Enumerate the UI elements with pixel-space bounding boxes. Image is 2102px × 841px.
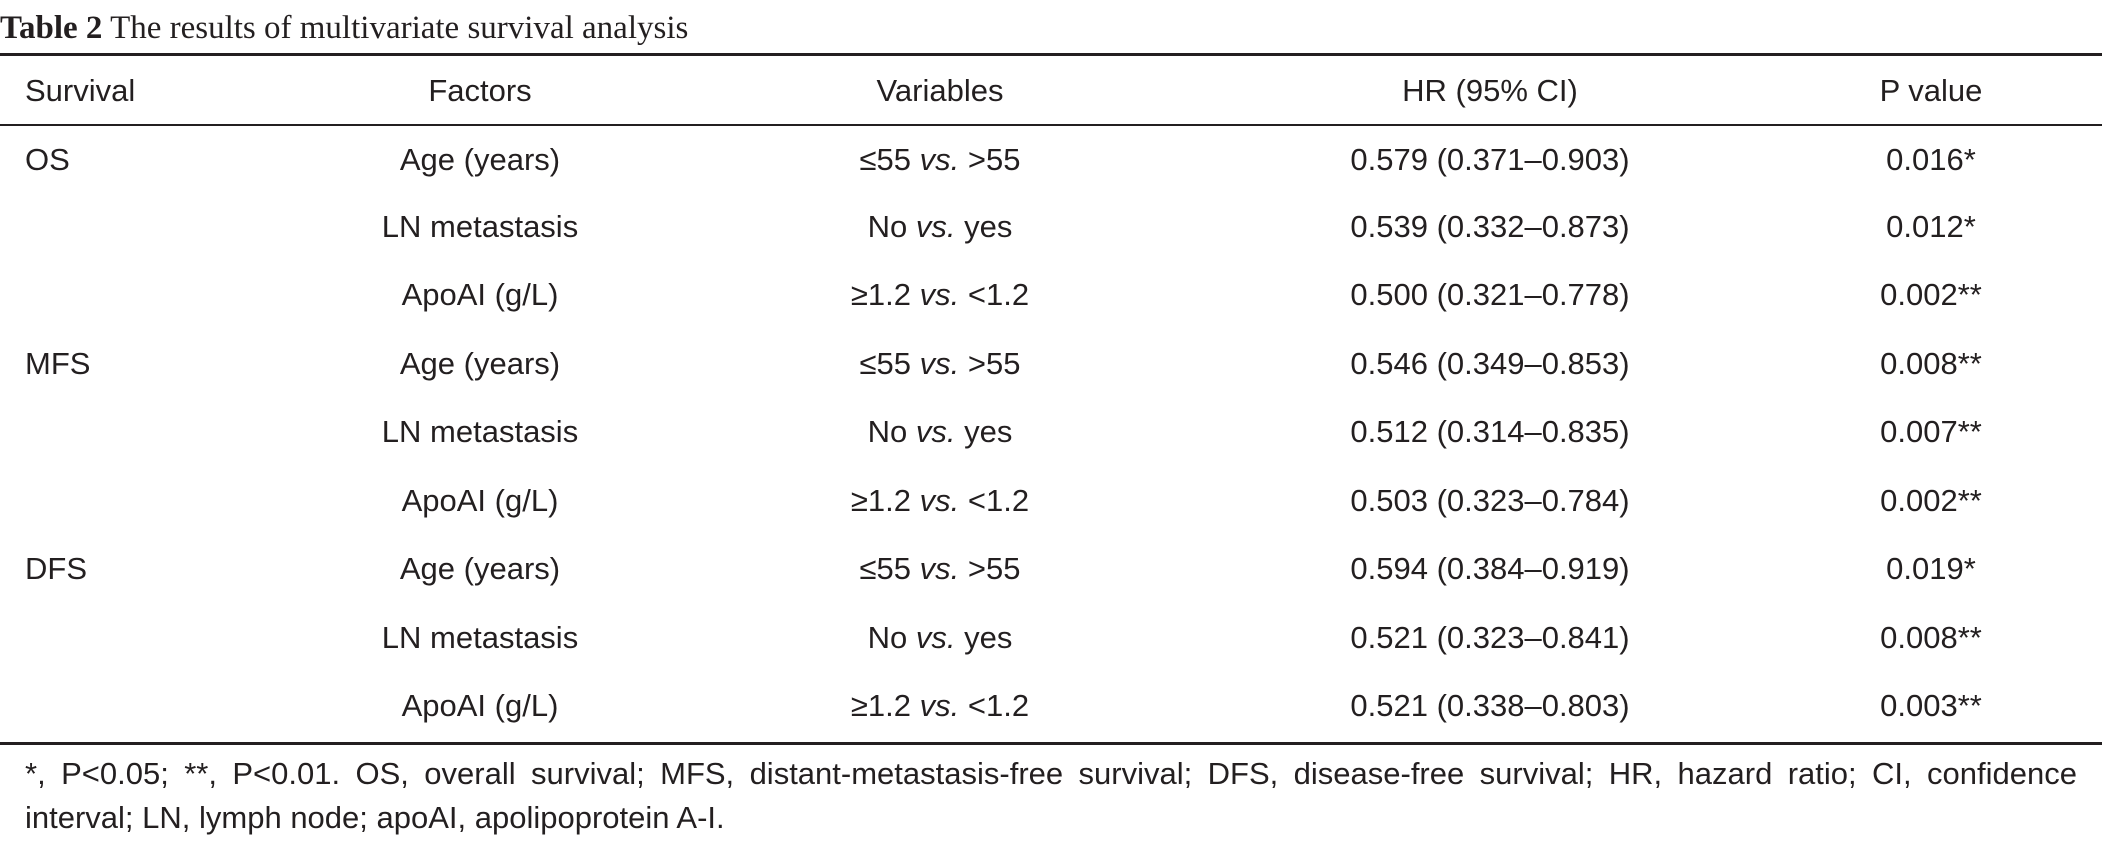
factor-cell: ApoAI (g/L) — [401, 688, 559, 724]
survival-cell — [0, 467, 300, 536]
survival-cell: MFS — [25, 345, 91, 381]
p-value-cell: 0.012* — [1886, 208, 1976, 244]
variable-a: ≥1.2 — [850, 277, 912, 313]
table-title: The results of multivariate survival ana… — [110, 10, 689, 46]
p-value-cell: 0.019* — [1886, 551, 1976, 587]
table-row: DFS Age (years) ≤55 vs. >55 0.594 (0.384–0.… — [0, 535, 2102, 604]
p-value-cell: 0.007** — [1880, 414, 1982, 450]
versus-text: vs. — [919, 551, 960, 587]
survival-cell — [0, 604, 300, 673]
variable-b: <1.2 — [967, 482, 1030, 518]
variable-a: ≤55 — [859, 551, 912, 587]
hr-cell: 0.546 (0.349–0.853) — [1350, 345, 1630, 381]
variable-b: >55 — [967, 345, 1021, 381]
variable-b: yes — [964, 414, 1013, 450]
table-top-rule — [0, 53, 2102, 56]
variable-b: >55 — [967, 142, 1021, 178]
variable-b: >55 — [967, 551, 1021, 587]
variables-cell: No vs. yes — [660, 193, 1220, 262]
table-row: ApoAI (g/L) ≥1.2 vs. <1.2 0.500 (0.321–0.7… — [0, 261, 2102, 330]
survival-cell — [0, 193, 300, 262]
variables-cell: ≥1.2 vs. <1.2 — [660, 261, 1220, 330]
variable-a: No — [867, 619, 908, 655]
header-factors: Factors — [428, 73, 532, 108]
hr-cell: 0.594 (0.384–0.919) — [1350, 551, 1630, 587]
factor-cell: Age (years) — [399, 345, 561, 381]
table-header-rule — [0, 124, 2102, 126]
table-row: LN metastasis No vs. yes 0.539 (0.332–0.87… — [0, 193, 2102, 262]
p-value-cell: 0.003** — [1880, 688, 1982, 724]
versus-text: vs. — [915, 619, 956, 655]
variable-b: yes — [964, 208, 1013, 244]
table-row: MFS Age (years) ≤55 vs. >55 0.546 (0.349–0.… — [0, 330, 2102, 399]
hr-cell: 0.521 (0.338–0.803) — [1350, 688, 1630, 724]
factor-cell: Age (years) — [399, 551, 561, 587]
hr-cell: 0.503 (0.323–0.784) — [1350, 482, 1630, 518]
factor-cell: ApoAI (g/L) — [401, 482, 559, 518]
variables-cell: No vs. yes — [660, 604, 1220, 673]
variables-cell: ≤55 vs. >55 — [660, 330, 1220, 399]
hr-cell: 0.500 (0.321–0.778) — [1350, 277, 1630, 313]
survival-cell: OS — [25, 142, 70, 178]
table-header-row: Survival Factors Variables HR (95% CI) P… — [0, 56, 2102, 124]
factor-cell: ApoAI (g/L) — [401, 277, 559, 313]
header-variables: Variables — [876, 73, 1004, 108]
versus-text: vs. — [919, 277, 960, 313]
header-hr: HR (95% CI) — [1402, 73, 1578, 108]
versus-text: vs. — [919, 688, 960, 724]
hr-cell: 0.521 (0.323–0.841) — [1350, 619, 1630, 655]
p-value-cell: 0.008** — [1880, 619, 1982, 655]
table-row: ApoAI (g/L) ≥1.2 vs. <1.2 0.521 (0.338–0.8… — [0, 672, 2102, 741]
factor-cell: LN metastasis — [381, 208, 579, 244]
variables-cell: ≤55 vs. >55 — [660, 535, 1220, 604]
variables-cell: ≥1.2 vs. <1.2 — [660, 672, 1220, 741]
variable-a: ≥1.2 — [850, 688, 912, 724]
variable-a: ≥1.2 — [850, 482, 912, 518]
variable-b: yes — [964, 619, 1013, 655]
table-label: Table 2 — [0, 10, 103, 46]
table-row: ApoAI (g/L) ≥1.2 vs. <1.2 0.503 (0.323–0.7… — [0, 467, 2102, 536]
variables-cell: ≤55 vs. >55 — [660, 124, 1220, 193]
versus-text: vs. — [919, 345, 960, 381]
p-value-cell: 0.002** — [1880, 482, 1982, 518]
factor-cell: Age (years) — [399, 142, 561, 178]
hr-cell: 0.512 (0.314–0.835) — [1350, 414, 1630, 450]
table-body: OS Age (years) ≤55 vs. >55 0.579 (0.371–0.9… — [0, 124, 2102, 741]
variables-cell: No vs. yes — [660, 398, 1220, 467]
factor-cell: LN metastasis — [381, 414, 579, 450]
table-row: OS Age (years) ≤55 vs. >55 0.579 (0.371–0.9… — [0, 124, 2102, 193]
variable-a: No — [867, 414, 908, 450]
p-value-cell: 0.002** — [1880, 277, 1982, 313]
results-table: Survival Factors Variables HR (95% CI) P… — [0, 56, 2102, 741]
hr-cell: 0.539 (0.332–0.873) — [1350, 208, 1630, 244]
versus-text: vs. — [915, 208, 956, 244]
table-row: LN metastasis No vs. yes 0.521 (0.323–0.84… — [0, 604, 2102, 673]
versus-text: vs. — [919, 142, 960, 178]
survival-cell — [0, 261, 300, 330]
table-caption: Table 2 The results of multivariate surv… — [0, 6, 688, 50]
variable-a: No — [867, 208, 908, 244]
p-value-cell: 0.016* — [1886, 142, 1976, 178]
variable-b: <1.2 — [967, 277, 1030, 313]
variable-a: ≤55 — [859, 345, 912, 381]
p-value-cell: 0.008** — [1880, 345, 1982, 381]
table-row: LN metastasis No vs. yes 0.512 (0.314–0.83… — [0, 398, 2102, 467]
hr-cell: 0.579 (0.371–0.903) — [1350, 142, 1630, 178]
header-survival: Survival — [25, 73, 136, 108]
versus-text: vs. — [915, 414, 956, 450]
factor-cell: LN metastasis — [381, 619, 579, 655]
variable-a: ≤55 — [859, 142, 912, 178]
variable-b: <1.2 — [967, 688, 1030, 724]
versus-text: vs. — [919, 482, 960, 518]
table-bottom-rule — [0, 742, 2102, 745]
table-footnote: *, P<0.05; **, P<0.01. OS, overall survi… — [25, 756, 2077, 835]
survival-cell — [0, 398, 300, 467]
survival-cell — [0, 672, 300, 741]
variables-cell: ≥1.2 vs. <1.2 — [660, 467, 1220, 536]
survival-cell: DFS — [25, 551, 87, 587]
header-p-value: P value — [1879, 73, 1983, 108]
